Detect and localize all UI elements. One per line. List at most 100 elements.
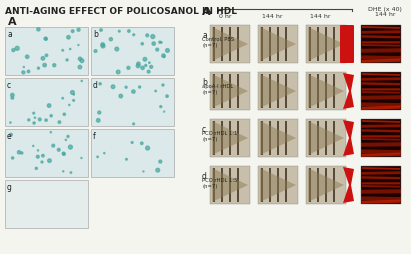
Circle shape xyxy=(111,86,115,89)
Circle shape xyxy=(44,38,47,41)
Circle shape xyxy=(163,57,165,58)
Circle shape xyxy=(36,156,39,158)
Circle shape xyxy=(156,49,159,52)
Circle shape xyxy=(17,151,21,154)
Circle shape xyxy=(12,49,15,52)
Bar xyxy=(325,75,327,108)
Circle shape xyxy=(11,97,14,100)
Bar xyxy=(317,75,319,108)
Circle shape xyxy=(63,171,64,172)
Bar xyxy=(309,28,311,62)
Polygon shape xyxy=(260,28,296,62)
Text: Control, PBS
(n=7): Control, PBS (n=7) xyxy=(202,37,234,48)
Circle shape xyxy=(139,87,141,89)
Polygon shape xyxy=(308,121,344,155)
Bar xyxy=(229,168,231,202)
Bar xyxy=(309,121,311,155)
Circle shape xyxy=(78,45,79,46)
Bar xyxy=(221,75,223,108)
Circle shape xyxy=(37,150,39,151)
Bar xyxy=(285,75,287,108)
Bar xyxy=(221,121,223,155)
Polygon shape xyxy=(212,75,248,108)
Polygon shape xyxy=(260,75,296,108)
Circle shape xyxy=(50,115,52,117)
Circle shape xyxy=(22,72,25,75)
Circle shape xyxy=(161,43,162,44)
Bar xyxy=(261,28,263,62)
Circle shape xyxy=(81,81,82,82)
Bar xyxy=(91,79,174,126)
Circle shape xyxy=(58,121,61,124)
Circle shape xyxy=(162,55,165,58)
Circle shape xyxy=(141,67,144,70)
Bar xyxy=(285,121,287,155)
Circle shape xyxy=(132,90,135,94)
Polygon shape xyxy=(212,168,248,202)
Polygon shape xyxy=(212,28,248,62)
Circle shape xyxy=(69,105,70,106)
Circle shape xyxy=(10,122,11,124)
Bar xyxy=(210,166,250,204)
Circle shape xyxy=(156,169,159,172)
Bar xyxy=(91,28,174,76)
Circle shape xyxy=(73,94,74,96)
Bar xyxy=(221,28,223,62)
Polygon shape xyxy=(343,167,354,203)
Circle shape xyxy=(162,85,164,87)
Circle shape xyxy=(155,91,157,92)
Circle shape xyxy=(63,114,65,116)
Bar xyxy=(5,130,88,177)
Text: f: f xyxy=(93,132,96,140)
Bar xyxy=(325,28,327,62)
Bar xyxy=(221,168,223,202)
Text: d: d xyxy=(202,171,207,180)
Bar xyxy=(258,166,298,204)
Circle shape xyxy=(143,58,147,62)
Circle shape xyxy=(125,87,127,89)
Circle shape xyxy=(28,119,30,121)
Text: 144 hr: 144 hr xyxy=(262,14,282,19)
Circle shape xyxy=(50,132,51,133)
Bar xyxy=(306,73,346,110)
Circle shape xyxy=(150,66,152,69)
Circle shape xyxy=(27,71,30,73)
Circle shape xyxy=(68,146,72,149)
Bar xyxy=(306,26,346,64)
Text: 144 hr: 144 hr xyxy=(310,14,330,19)
FancyBboxPatch shape xyxy=(340,26,354,64)
Circle shape xyxy=(72,31,74,33)
Bar xyxy=(261,75,263,108)
Circle shape xyxy=(48,159,51,163)
Bar xyxy=(277,75,279,108)
Bar xyxy=(269,28,271,62)
Circle shape xyxy=(104,153,105,154)
Circle shape xyxy=(78,66,82,70)
Bar xyxy=(325,121,327,155)
Text: c: c xyxy=(7,81,11,90)
Bar xyxy=(306,166,346,204)
Circle shape xyxy=(45,119,47,122)
Circle shape xyxy=(164,112,165,113)
Circle shape xyxy=(65,140,67,141)
Circle shape xyxy=(23,67,24,68)
Bar xyxy=(333,121,335,155)
Bar xyxy=(5,180,88,228)
Circle shape xyxy=(97,156,98,158)
Circle shape xyxy=(9,134,12,136)
Circle shape xyxy=(127,67,130,70)
Circle shape xyxy=(79,58,82,61)
Bar xyxy=(258,26,298,64)
Circle shape xyxy=(66,60,68,62)
Text: b: b xyxy=(202,78,207,87)
Text: e: e xyxy=(7,132,12,140)
Bar xyxy=(213,28,215,62)
Polygon shape xyxy=(308,75,344,108)
Circle shape xyxy=(25,56,29,59)
Bar xyxy=(210,26,250,64)
Bar xyxy=(361,166,401,204)
Text: DHE (x 40): DHE (x 40) xyxy=(368,7,402,12)
Bar xyxy=(333,75,335,108)
Text: apoA-I rHDL
(n=7): apoA-I rHDL (n=7) xyxy=(202,84,233,95)
Circle shape xyxy=(97,119,100,123)
